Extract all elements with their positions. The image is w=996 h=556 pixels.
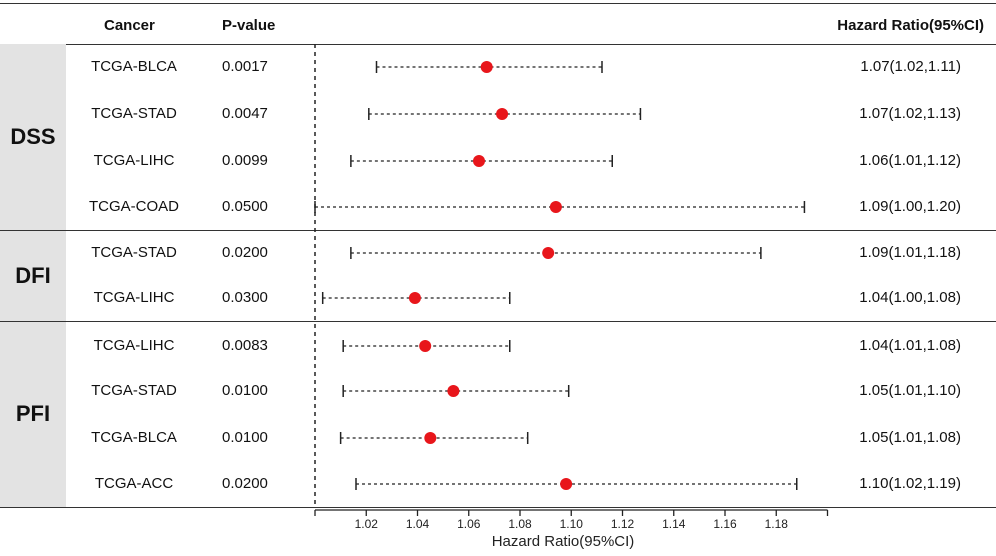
pvalue-cell: 0.0017: [222, 58, 268, 75]
hazard-ratio-cell: 1.05(1.01,1.08): [859, 429, 961, 446]
hazard-ratio-point: [424, 432, 437, 444]
group-band-pfi: [0, 321, 66, 507]
cancer-cell: TCGA-LIHC: [93, 289, 175, 306]
hazard-ratio-cell: 1.07(1.02,1.13): [859, 105, 961, 122]
pvalue-cell: 0.0100: [222, 429, 268, 446]
header-divider: [0, 44, 996, 45]
group-divider: [0, 230, 996, 231]
cancer-cell: TCGA-COAD: [89, 198, 179, 215]
x-tick-label: 1.04: [406, 517, 430, 531]
cancer-cell: TCGA-STAD: [91, 382, 177, 399]
pvalue-cell: 0.0099: [222, 152, 268, 169]
hazard-ratio-point: [542, 247, 555, 259]
cancer-cell: TCGA-BLCA: [91, 58, 177, 75]
pvalue-cell: 0.0200: [222, 475, 268, 492]
x-tick-label: 1.08: [508, 517, 532, 531]
group-label: DFI: [15, 262, 51, 288]
cancer-cell: TCGA-LIHC: [93, 152, 175, 169]
cancer-cell: TCGA-STAD: [91, 244, 177, 261]
hazard-ratio-point: [473, 155, 485, 167]
group-label: DSS: [10, 124, 56, 149]
group-band-dfi: [0, 230, 66, 321]
hazard-ratio-cell: 1.09(1.01,1.18): [859, 244, 961, 261]
hazard-ratio-cell: 1.07(1.02,1.11): [860, 58, 961, 75]
group-divider: [0, 321, 996, 322]
header-hazard-ratio: Hazard Ratio(95%CI): [837, 17, 984, 34]
pvalue-cell: 0.0300: [222, 289, 268, 306]
hazard-ratio-cell: 1.04(1.01,1.08): [859, 337, 961, 354]
x-tick-label: 1.12: [611, 517, 635, 531]
header-cancer: Cancer: [104, 17, 155, 34]
x-tick-label: 1.16: [713, 517, 737, 531]
group-label: PFI: [15, 401, 51, 426]
hazard-ratio-cell: 1.06(1.01,1.12): [859, 152, 961, 169]
hazard-ratio-cell: 1.05(1.01,1.10): [859, 382, 961, 399]
table-top-border: [0, 3, 996, 4]
cancer-cell: TCGA-ACC: [94, 475, 174, 492]
cancer-cell: TCGA-LIHC: [93, 337, 175, 354]
table-bottom-border: [0, 507, 996, 508]
x-axis-title: Hazard Ratio(95%CI): [492, 533, 635, 550]
hazard-ratio-point: [447, 385, 460, 397]
hazard-ratio-cell: 1.09(1.00,1.20): [859, 198, 961, 215]
hazard-ratio-cell: 1.10(1.02,1.19): [859, 475, 961, 492]
group-band-dss: [0, 44, 66, 230]
x-tick-label: 1.18: [765, 517, 789, 531]
cancer-cell: TCGA-STAD: [91, 105, 177, 122]
pvalue-cell: 0.0200: [222, 244, 268, 261]
pvalue-cell: 0.0100: [222, 382, 268, 399]
hazard-ratio-point: [496, 108, 509, 120]
x-tick-label: 1.10: [560, 517, 584, 531]
hazard-ratio-point: [419, 340, 432, 352]
x-tick-label: 1.14: [662, 517, 686, 531]
hazard-ratio-cell: 1.04(1.00,1.08): [859, 289, 961, 306]
header-pvalue: P-value: [222, 17, 276, 34]
hazard-ratio-point: [549, 201, 562, 213]
hazard-ratio-point: [560, 478, 573, 490]
pvalue-cell: 0.0083: [222, 337, 268, 354]
pvalue-cell: 0.0047: [222, 105, 268, 122]
pvalue-cell: 0.0500: [222, 198, 268, 215]
x-tick-label: 1.02: [355, 517, 379, 531]
hazard-ratio-point: [408, 292, 421, 304]
x-tick-label: 1.06: [457, 517, 481, 531]
hazard-ratio-point: [480, 61, 493, 73]
cancer-cell: TCGA-BLCA: [91, 429, 177, 446]
